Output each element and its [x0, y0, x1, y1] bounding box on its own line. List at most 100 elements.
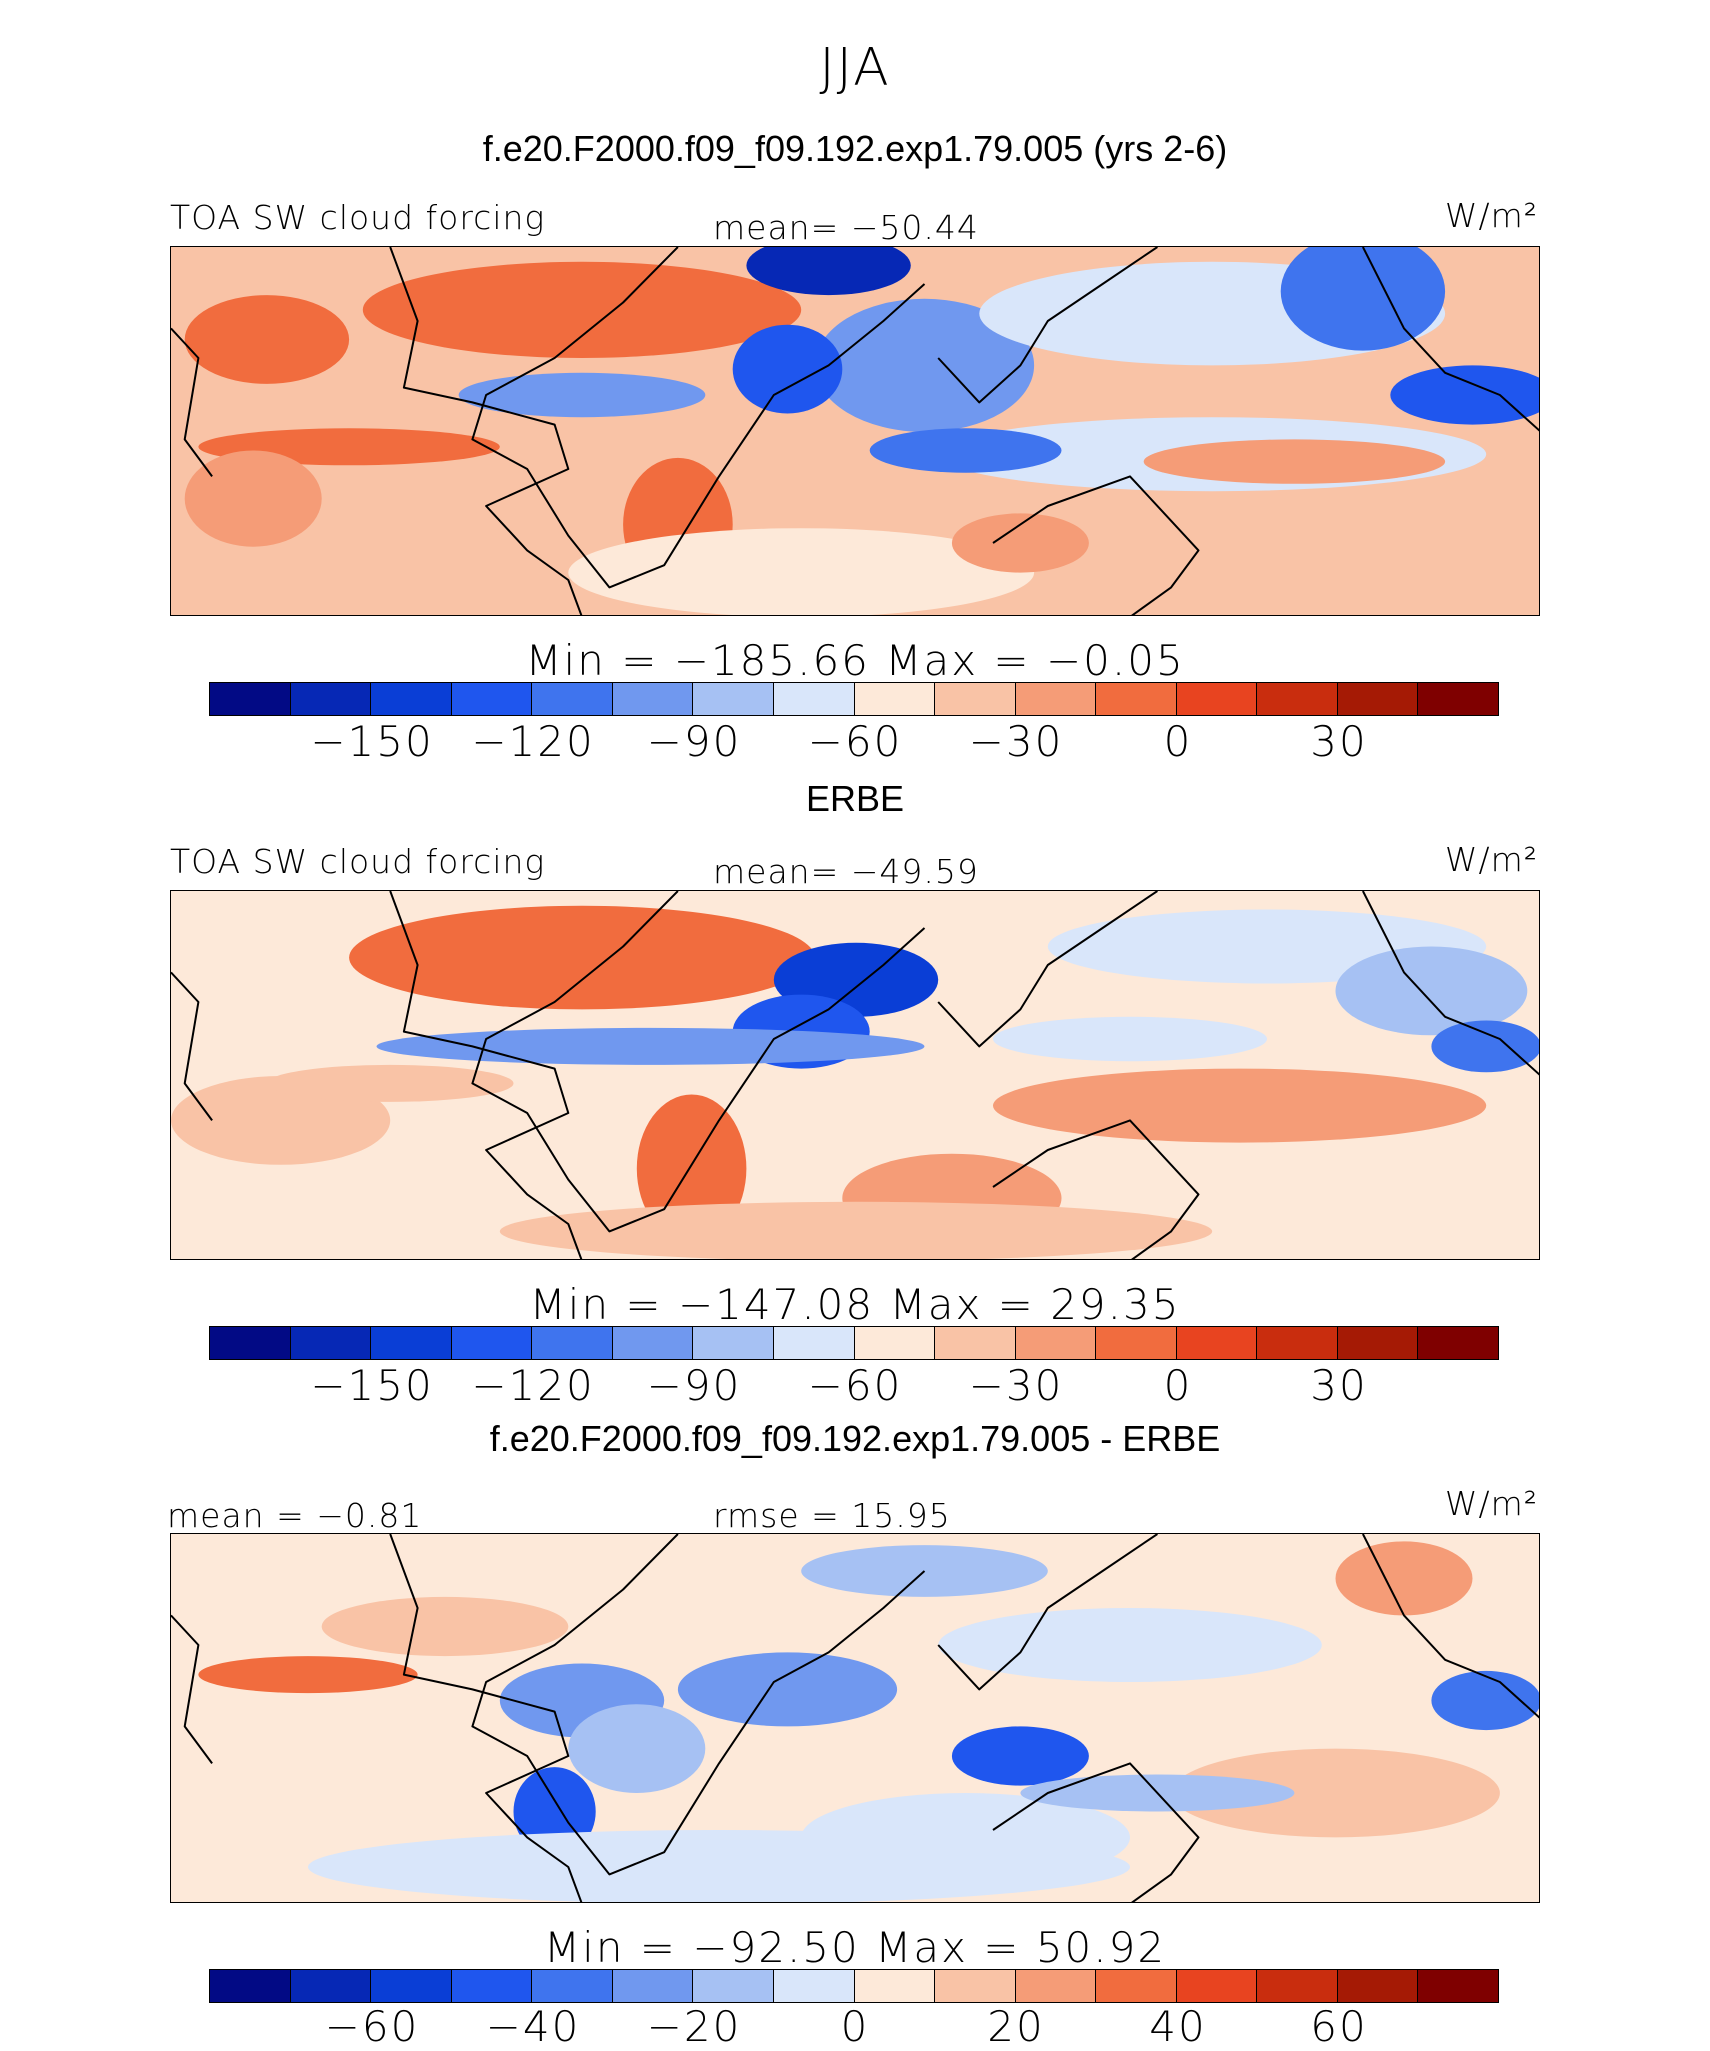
contour-region — [938, 1608, 1322, 1682]
contour-region — [869, 428, 1062, 473]
panel-1-map — [170, 246, 1540, 616]
colorbar-swatch — [693, 1327, 774, 1359]
panel-3-tick: −20 — [646, 2002, 742, 2051]
coastline — [937, 1534, 1158, 1691]
coastline — [171, 971, 213, 1121]
coastline — [471, 1534, 926, 1876]
coastline — [171, 1614, 213, 1764]
panel-2-contour-field — [171, 891, 1539, 1259]
panel-3-mean-label: mean = −0.81 — [167, 1496, 423, 1535]
colorbar-swatch — [532, 1970, 613, 2002]
colorbar-swatch — [693, 683, 774, 715]
panel-3-units: W/m² — [1444, 1484, 1538, 1523]
panel-2-map — [170, 890, 1540, 1260]
colorbar-swatch — [1337, 683, 1419, 715]
colorbar-swatch — [935, 1970, 1016, 2002]
page-title: JJA — [819, 38, 891, 98]
panel-2-tick: −60 — [807, 1361, 903, 1410]
contour-region — [746, 247, 911, 296]
panel-1-subtitle: f.e20.F2000.f09_f09.192.exp1.79.005 (yrs… — [482, 128, 1228, 169]
panel-1-colorbar — [209, 682, 1499, 716]
coastline — [937, 891, 1158, 1048]
colorbar-swatch — [1257, 1970, 1338, 2002]
panel-2-tick: 0 — [1163, 1361, 1193, 1410]
colorbar-swatch — [1176, 683, 1258, 715]
contour-region — [951, 1726, 1089, 1786]
panel-3-tick: −40 — [485, 2002, 581, 2051]
contour-region — [568, 1704, 706, 1793]
contour-region — [993, 1016, 1267, 1062]
colorbar-swatch — [854, 683, 936, 715]
panel-1-tick: −150 — [310, 717, 434, 766]
colorbar-swatch — [1096, 1970, 1177, 2002]
panel-2-tick: −90 — [646, 1361, 742, 1410]
coastline — [171, 327, 213, 477]
panel-1-tick: −60 — [807, 717, 903, 766]
panel-2-tick: −30 — [968, 1361, 1064, 1410]
panel-2-tick: −120 — [471, 1361, 595, 1410]
colorbar-swatch — [290, 1327, 372, 1359]
contour-region — [184, 295, 350, 384]
colorbar-swatch — [371, 683, 452, 715]
contour-region — [376, 1027, 925, 1065]
colorbar-swatch — [210, 683, 291, 715]
contour-region — [308, 1830, 1130, 1902]
contour-region — [993, 1068, 1487, 1143]
contour-region — [1171, 1748, 1500, 1838]
contour-region — [1143, 439, 1446, 484]
colorbar-swatch — [773, 683, 855, 715]
colorbar-swatch — [290, 683, 372, 715]
colorbar-swatch — [612, 1970, 694, 2002]
coastline — [389, 1534, 583, 1902]
panel-3-tick: 0 — [840, 2002, 870, 2051]
colorbar-swatch — [451, 1327, 533, 1359]
contour-region — [184, 450, 322, 547]
panel-3-subtitle: f.e20.F2000.f09_f09.192.exp1.79.005 - ER… — [489, 1418, 1221, 1459]
contour-region — [458, 372, 706, 418]
colorbar-swatch — [935, 683, 1016, 715]
colorbar-swatch — [451, 1970, 533, 2002]
coastline — [937, 247, 1158, 404]
coastline — [1362, 891, 1539, 1076]
colorbar-swatch — [451, 683, 533, 715]
coastline — [389, 247, 583, 615]
colorbar-swatch — [1176, 1970, 1258, 2002]
colorbar-swatch — [1096, 683, 1177, 715]
panel-1-variable-label: TOA SW cloud forcing — [170, 198, 546, 237]
panel-2-subtitle: ERBE — [805, 778, 905, 819]
panel-3-minmax: Min = −92.50 Max = 50.92 — [543, 1923, 1167, 1972]
colorbar-swatch — [1418, 1970, 1498, 2002]
panel-2-tick: −150 — [310, 1361, 434, 1410]
coastline — [992, 1762, 1200, 1902]
panel-1-tick: −120 — [471, 717, 595, 766]
panel-3-tick: 20 — [987, 2002, 1045, 2051]
colorbar-swatch — [1176, 1327, 1258, 1359]
contour-region — [321, 1596, 569, 1657]
panel-3-colorbar — [209, 1969, 1499, 2003]
colorbar-swatch — [210, 1970, 291, 2002]
panel-1-units: W/m² — [1444, 196, 1538, 235]
panel-3-contour-field — [171, 1534, 1539, 1902]
coastline — [1362, 1534, 1539, 1719]
colorbar-swatch — [1015, 683, 1097, 715]
colorbar-swatch — [854, 1970, 936, 2002]
colorbar-swatch — [612, 1327, 694, 1359]
panel-3-tick: 60 — [1310, 2002, 1368, 2051]
panel-2-variable-label: TOA SW cloud forcing — [170, 842, 546, 881]
colorbar-swatch — [290, 1970, 372, 2002]
colorbar-swatch — [935, 1327, 1016, 1359]
panel-3-tick: 40 — [1149, 2002, 1207, 2051]
panel-1-tick: 0 — [1163, 717, 1193, 766]
contour-region — [349, 905, 815, 1010]
colorbar-swatch — [371, 1327, 452, 1359]
panel-1-mean-label: mean= −50.44 — [713, 208, 979, 247]
coastline — [389, 891, 583, 1259]
panel-2-colorbar — [209, 1326, 1499, 1360]
panel-3-rmse-label: rmse = 15.95 — [713, 1496, 951, 1535]
contour-region — [951, 513, 1089, 573]
colorbar-swatch — [1418, 1327, 1498, 1359]
contour-region — [1335, 946, 1528, 1036]
contour-region — [1431, 1020, 1539, 1073]
coastline — [992, 1119, 1200, 1259]
contour-region — [1390, 365, 1539, 425]
